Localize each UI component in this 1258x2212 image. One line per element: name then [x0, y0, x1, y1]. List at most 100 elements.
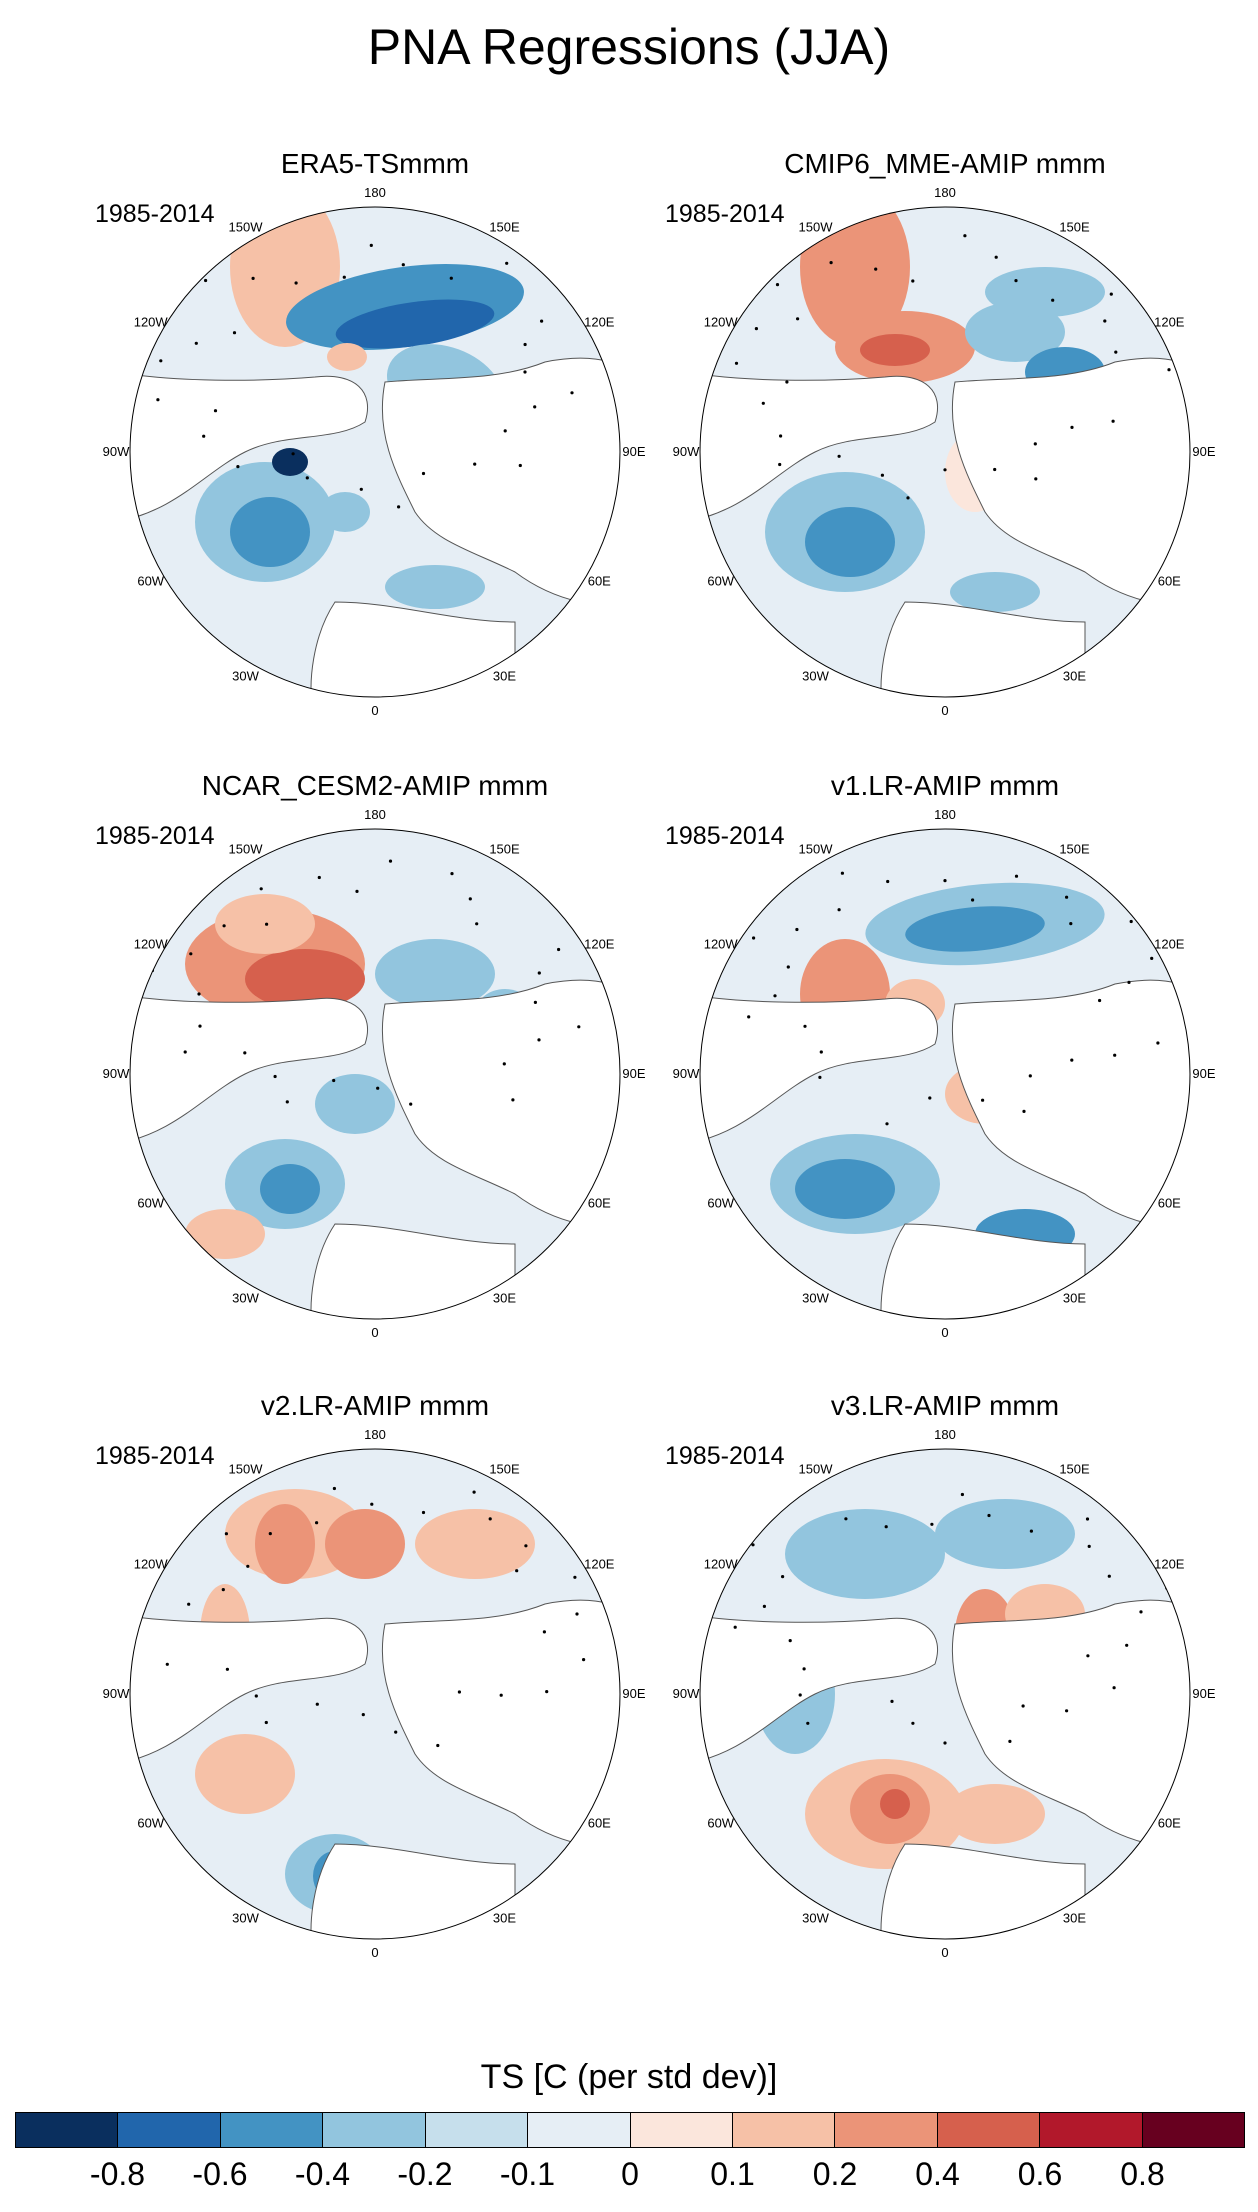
- significance-dot: [376, 1086, 380, 1090]
- longitude-label: 150W: [229, 1462, 264, 1477]
- significance-dot: [1114, 350, 1118, 354]
- significance-dot: [785, 380, 789, 384]
- longitude-label: 150E: [1059, 220, 1090, 235]
- significance-dot: [537, 971, 541, 975]
- significance-dot: [291, 452, 295, 456]
- significance-dot: [285, 1100, 289, 1104]
- longitude-label: 60W: [137, 1196, 164, 1211]
- longitude-label: 60W: [137, 574, 164, 589]
- longitude-label: 90E: [622, 1686, 645, 1701]
- significance-dot: [1029, 1529, 1033, 1533]
- significance-dot: [225, 1667, 229, 1671]
- map-boundary: [699, 206, 1191, 698]
- significance-dot: [754, 327, 758, 331]
- significance-dot: [457, 1690, 461, 1694]
- period-label: 1985-2014: [95, 822, 215, 850]
- significance-dot: [773, 994, 777, 998]
- significance-dot: [503, 429, 507, 433]
- polar-map: 180 150E 120E 90E 60E 30E 0 30W 60W 90W 120W 150W: [673, 807, 1216, 1340]
- significance-dot: [204, 278, 208, 283]
- map-boundary: [699, 828, 1191, 1320]
- longitude-label: 30E: [493, 1290, 516, 1305]
- longitude-label: 90W: [103, 1686, 130, 1701]
- anomaly-region: [415, 1509, 535, 1579]
- anomaly-region: [195, 1734, 295, 1814]
- colorbar-tick-label: 0.4: [915, 2156, 960, 2192]
- longitude-label: 90E: [622, 444, 645, 459]
- longitude-label: 120E: [584, 1557, 615, 1572]
- longitude-label: 30W: [232, 1290, 259, 1305]
- anomaly-region: [272, 448, 308, 476]
- longitude-label: 30E: [1063, 1910, 1086, 1925]
- significance-dot: [502, 1062, 506, 1066]
- longitude-label: 0: [371, 1325, 378, 1340]
- significance-dot: [987, 1513, 991, 1518]
- significance-dot: [202, 434, 206, 438]
- significance-dot: [960, 1492, 964, 1497]
- significance-dot: [1033, 442, 1037, 446]
- significance-dot: [421, 471, 426, 476]
- longitude-label: 150W: [799, 1462, 834, 1477]
- significance-dot: [1107, 1574, 1111, 1578]
- longitude-label: 60E: [588, 1196, 611, 1211]
- map-boundary: [699, 1448, 1191, 1940]
- significance-dot: [156, 398, 160, 402]
- significance-dot: [221, 1588, 225, 1592]
- significance-dot: [786, 965, 790, 969]
- significance-dot: [874, 267, 878, 271]
- significance-dot: [886, 879, 890, 884]
- land-mass: [700, 1599, 1190, 1939]
- significance-dot: [747, 1015, 751, 1019]
- significance-dot: [540, 319, 544, 323]
- significance-dot: [795, 927, 799, 932]
- longitude-label: 0: [941, 703, 948, 718]
- period-label: 1985-2014: [95, 200, 215, 228]
- significance-dot: [268, 1532, 272, 1536]
- longitude-label: 120E: [1154, 937, 1185, 952]
- significance-dot: [369, 243, 373, 247]
- significance-dot: [837, 908, 841, 912]
- significance-dot: [342, 275, 346, 279]
- significance-dot: [265, 922, 269, 926]
- significance-dot: [802, 1667, 806, 1671]
- longitude-label: 150E: [1059, 842, 1090, 857]
- significance-dot: [197, 992, 201, 996]
- significance-dot: [779, 434, 783, 438]
- anomaly-region: [230, 497, 310, 567]
- polar-map: 180 150E 120E 90E 60E 30E 0 30W 60W 90W 120W 150W: [673, 1427, 1216, 1960]
- significance-dot: [1014, 279, 1018, 283]
- significance-dot: [1109, 292, 1113, 296]
- significance-dot: [515, 1569, 519, 1573]
- significance-dot: [1065, 895, 1069, 899]
- significance-dot: [829, 261, 833, 265]
- colorbar-tick-label: -0.2: [397, 2156, 453, 2192]
- significance-dot: [1034, 477, 1038, 481]
- longitude-label: 180: [364, 185, 386, 200]
- longitude-label: 120W: [134, 1557, 169, 1572]
- significance-dot: [575, 1612, 579, 1616]
- longitude-label: 150E: [489, 842, 520, 857]
- significance-dot: [1125, 1643, 1129, 1647]
- significance-dot: [524, 1544, 528, 1548]
- map-panel: NCAR_CESM2-AMIP mmm 180 150E 120E 90E 60E 30E 0…: [95, 770, 655, 1350]
- significance-dot: [798, 1693, 802, 1697]
- significance-dot: [361, 1713, 365, 1717]
- significance-dot: [332, 1486, 336, 1491]
- significance-dot: [1103, 319, 1107, 323]
- significance-dot: [930, 1522, 934, 1526]
- anomaly-region: [260, 1164, 320, 1214]
- longitude-label: 90W: [103, 1066, 130, 1081]
- colorbar-tick-label: -0.8: [89, 2156, 146, 2192]
- significance-dot: [994, 255, 998, 259]
- significance-dot: [518, 463, 522, 468]
- significance-dot: [222, 924, 226, 928]
- anomaly-region: [945, 1784, 1045, 1844]
- significance-dot: [943, 468, 947, 472]
- significance-dot: [844, 1517, 848, 1521]
- longitude-label: 0: [371, 1945, 378, 1960]
- map-panel: CMIP6_MME-AMIP mmm 180 150E 120E 90E 60E 30E 0 3…: [665, 148, 1225, 728]
- significance-dot: [788, 1639, 792, 1643]
- significance-dot: [394, 1730, 398, 1734]
- significance-dot: [473, 462, 477, 466]
- significance-dot: [421, 1510, 426, 1515]
